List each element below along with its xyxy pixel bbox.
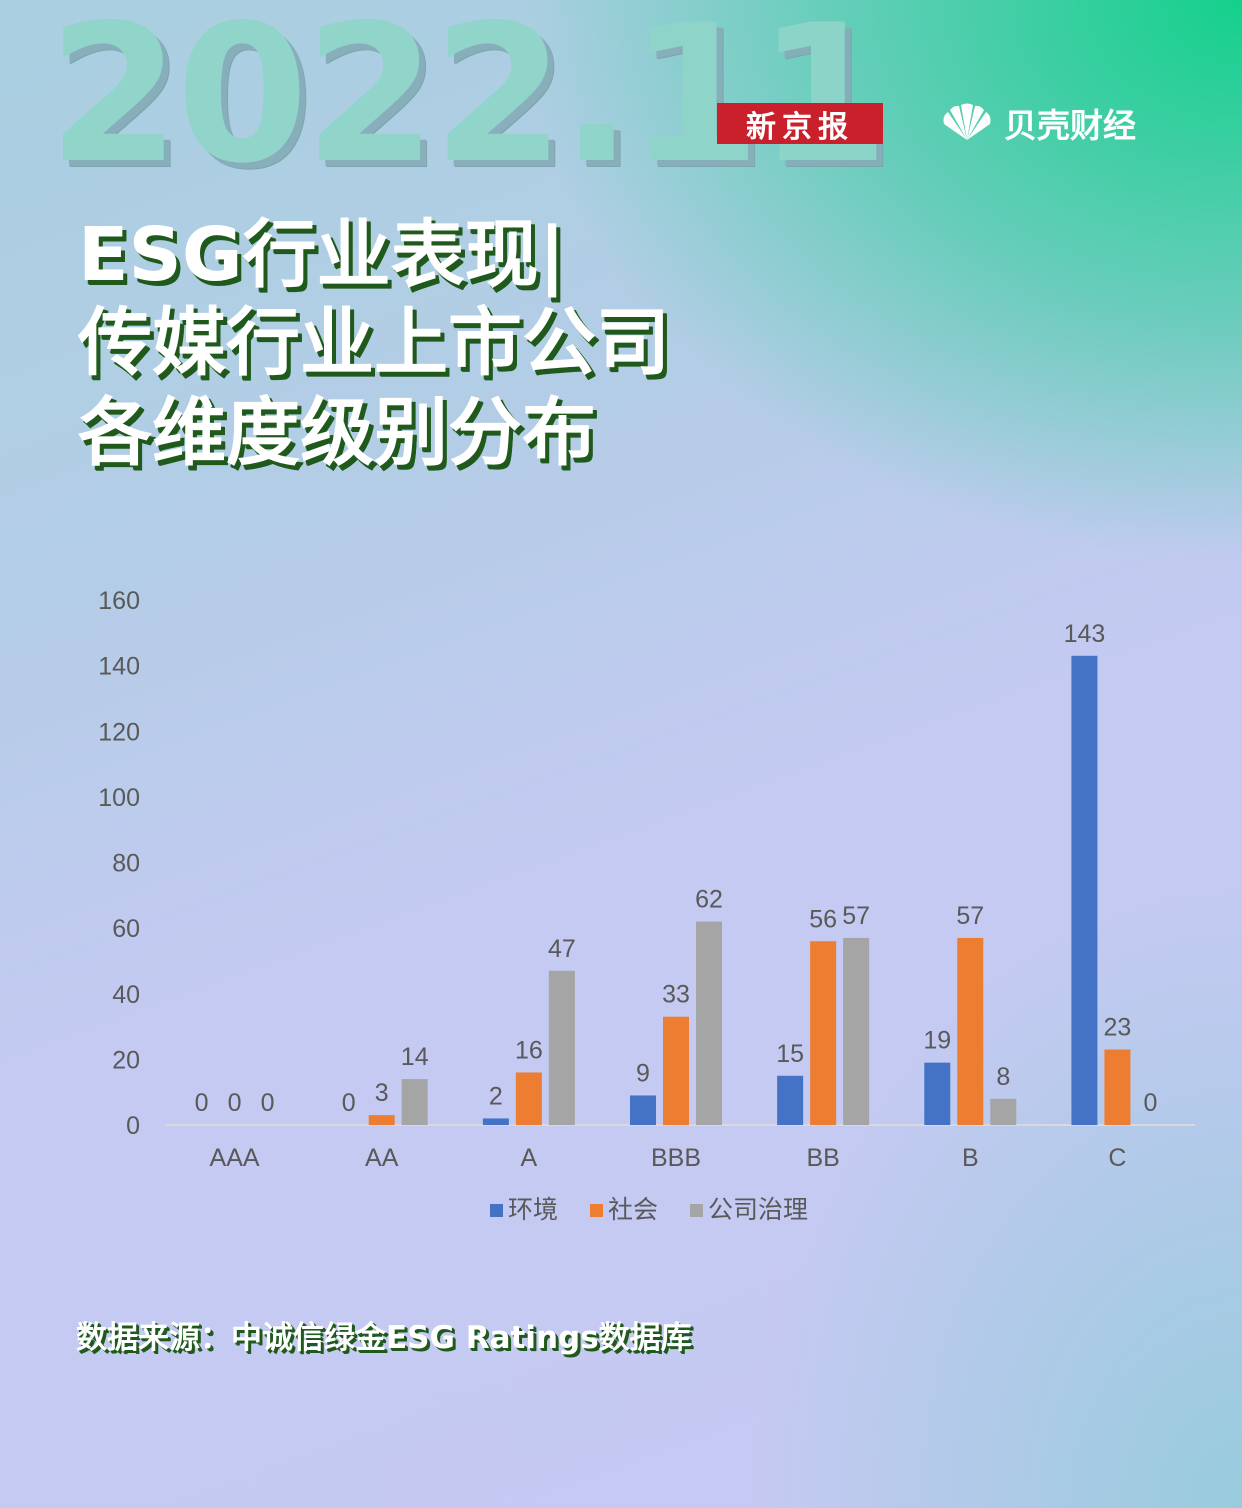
x-tick-label: A (521, 1144, 538, 1172)
bar (843, 937, 870, 1125)
bar (630, 1095, 656, 1125)
x-tick-label: B (962, 1144, 979, 1172)
background-date: 2022.11 (48, 0, 889, 205)
data-label: 56 (809, 905, 837, 933)
title-line-1: ESG行业表现| (78, 212, 566, 298)
bar (810, 941, 837, 1125)
brand-logo: 贝壳财经 (938, 98, 1136, 148)
x-tick-label: AAA (210, 1144, 260, 1172)
data-label: 19 (923, 1027, 951, 1055)
legend-label: 公司治理 (708, 1195, 808, 1224)
bar (777, 1075, 804, 1125)
y-tick-label: 160 (98, 587, 140, 615)
bar (1071, 655, 1098, 1125)
legend-swatch (690, 1204, 703, 1217)
x-tick-label: BB (806, 1144, 839, 1172)
bar (368, 1115, 395, 1125)
y-tick-label: 120 (98, 718, 140, 746)
data-label: 0 (228, 1089, 242, 1117)
y-tick-label: 140 (98, 653, 140, 681)
y-tick-label: 20 (112, 1046, 140, 1074)
data-label: 143 (1064, 620, 1106, 648)
y-tick-label: 100 (98, 784, 140, 812)
x-tick-label: BBB (651, 1144, 701, 1172)
data-label: 0 (195, 1089, 209, 1117)
data-label: 57 (956, 902, 984, 930)
shell-icon (943, 103, 991, 140)
legend-swatch (490, 1204, 503, 1217)
bar (548, 970, 575, 1125)
data-label: 3 (375, 1079, 389, 1107)
title-line-3: 各维度级别分布 (78, 390, 596, 476)
data-source: 数据来源：中诚信绿金ESG Ratings数据库 (76, 1320, 692, 1356)
bar (663, 1016, 689, 1125)
bar (1104, 1049, 1131, 1125)
legend-label: 环境 (508, 1195, 558, 1224)
x-tick-label: AA (365, 1144, 399, 1172)
legend-label: 社会 (608, 1195, 658, 1224)
title-line-2: 传媒行业上市公司 (78, 300, 670, 386)
data-label: 0 (1143, 1089, 1157, 1117)
data-label: 62 (695, 886, 723, 914)
legend-swatch (590, 1204, 603, 1217)
bar (957, 937, 984, 1125)
bar (696, 921, 722, 1125)
bar (401, 1079, 428, 1125)
bar (482, 1118, 509, 1125)
data-label: 47 (548, 935, 576, 963)
data-label: 0 (342, 1089, 356, 1117)
y-tick-label: 40 (112, 981, 140, 1009)
y-tick-label: 0 (126, 1112, 140, 1140)
data-label: 9 (636, 1059, 650, 1087)
data-label: 2 (489, 1082, 503, 1110)
y-tick-label: 80 (112, 850, 140, 878)
data-label: 33 (662, 981, 690, 1009)
newspaper-logo: 新京报 (717, 103, 883, 145)
data-label: 8 (996, 1063, 1010, 1091)
data-label: 57 (842, 902, 870, 930)
bar (515, 1072, 542, 1125)
data-label: 23 (1104, 1014, 1132, 1042)
data-label: 0 (261, 1089, 275, 1117)
data-label: 14 (401, 1043, 429, 1071)
x-tick-label: C (1108, 1144, 1126, 1172)
data-label: 16 (515, 1037, 543, 1065)
brand-name: 贝壳财经 (1004, 106, 1136, 145)
y-tick-label: 60 (112, 915, 140, 943)
bar (990, 1098, 1017, 1125)
bar (924, 1062, 951, 1125)
data-label: 15 (776, 1040, 804, 1068)
